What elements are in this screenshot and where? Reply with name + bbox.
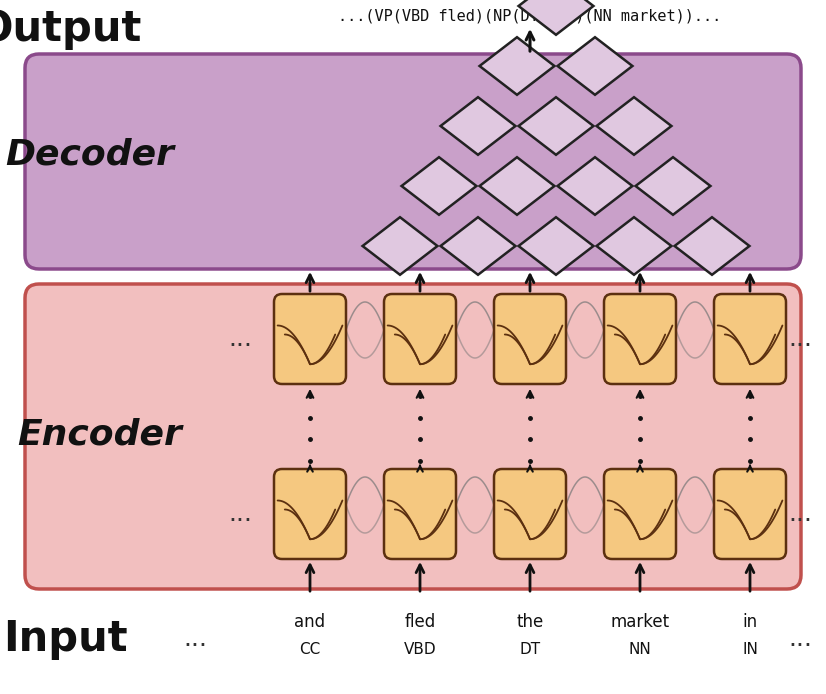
FancyBboxPatch shape	[604, 469, 676, 559]
FancyBboxPatch shape	[714, 469, 786, 559]
Text: ...: ...	[228, 327, 252, 351]
Polygon shape	[675, 217, 749, 275]
Polygon shape	[440, 97, 515, 155]
Polygon shape	[519, 97, 593, 155]
Text: ...(VP(VBD fled)(NP(DT the)(NN market))...: ...(VP(VBD fled)(NP(DT the)(NN market)).…	[339, 8, 722, 24]
Polygon shape	[480, 158, 554, 215]
Text: ...: ...	[788, 502, 812, 526]
Polygon shape	[480, 37, 554, 95]
Polygon shape	[401, 158, 477, 215]
Text: ...: ...	[183, 627, 207, 651]
Text: market: market	[610, 613, 670, 631]
FancyBboxPatch shape	[384, 294, 456, 384]
Text: the: the	[516, 613, 544, 631]
Text: IN: IN	[742, 641, 758, 657]
FancyBboxPatch shape	[274, 294, 346, 384]
Polygon shape	[440, 217, 515, 275]
Polygon shape	[635, 158, 710, 215]
Polygon shape	[596, 97, 672, 155]
Text: Output: Output	[0, 8, 142, 50]
Text: Decoder: Decoder	[6, 137, 174, 171]
FancyBboxPatch shape	[25, 284, 801, 589]
FancyBboxPatch shape	[494, 469, 566, 559]
Text: and: and	[294, 613, 325, 631]
FancyBboxPatch shape	[274, 469, 346, 559]
Polygon shape	[363, 217, 438, 275]
FancyBboxPatch shape	[604, 294, 676, 384]
Text: fled: fled	[405, 613, 435, 631]
FancyBboxPatch shape	[714, 294, 786, 384]
Polygon shape	[558, 37, 633, 95]
Text: ...: ...	[788, 327, 812, 351]
Text: DT: DT	[520, 641, 540, 657]
FancyBboxPatch shape	[384, 469, 456, 559]
Polygon shape	[596, 217, 672, 275]
FancyBboxPatch shape	[25, 54, 801, 269]
FancyBboxPatch shape	[494, 294, 566, 384]
Text: in: in	[743, 613, 757, 631]
Text: ...: ...	[788, 627, 812, 651]
Text: CC: CC	[299, 641, 320, 657]
Polygon shape	[519, 217, 593, 275]
Text: VBD: VBD	[404, 641, 436, 657]
Polygon shape	[519, 0, 593, 35]
Text: ...: ...	[228, 502, 252, 526]
Text: NN: NN	[629, 641, 652, 657]
Polygon shape	[558, 158, 633, 215]
Text: Input: Input	[2, 618, 127, 660]
Text: Encoder: Encoder	[17, 417, 183, 451]
